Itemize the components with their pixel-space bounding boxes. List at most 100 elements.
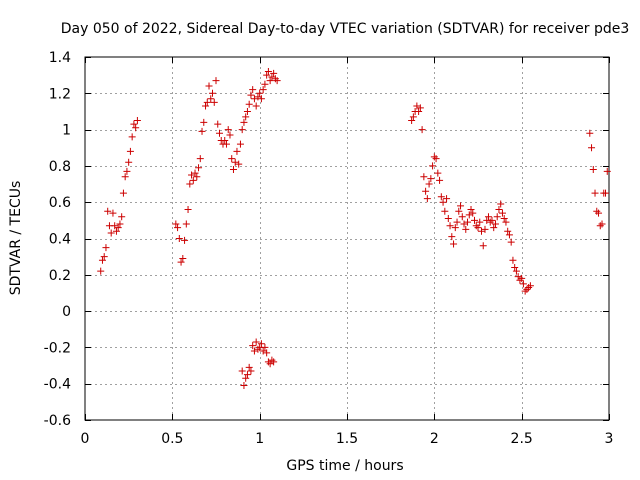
data-point	[509, 256, 517, 264]
y-tick-label: 0.2	[49, 268, 71, 284]
data-point	[175, 235, 183, 242]
data-point	[264, 68, 272, 76]
data-point	[434, 169, 442, 177]
data-point	[263, 349, 271, 357]
data-point	[236, 140, 244, 148]
data-point	[116, 220, 124, 228]
x-tick-label: 1	[255, 431, 264, 447]
data-point	[488, 216, 496, 224]
data-point	[477, 227, 485, 235]
data-point	[177, 258, 185, 266]
data-point	[603, 167, 611, 175]
data-point	[242, 113, 250, 121]
data-point	[128, 133, 136, 141]
data-point	[238, 126, 246, 134]
data-point	[418, 126, 426, 134]
x-tick-label: 1.5	[336, 431, 358, 447]
data-point	[179, 254, 187, 262]
data-point	[451, 224, 459, 232]
data-point	[450, 240, 458, 248]
data-point	[429, 162, 437, 170]
y-axis-label: SDTVAR / TECUs	[8, 181, 24, 296]
data-point	[240, 118, 248, 126]
data-point	[465, 211, 473, 219]
data-point	[202, 102, 210, 110]
axis-ticks	[85, 57, 610, 421]
data-point	[504, 227, 512, 235]
x-tick-label: 3	[605, 431, 614, 447]
data-point	[521, 287, 529, 295]
data-point	[250, 95, 258, 103]
data-point	[233, 147, 241, 155]
data-point	[413, 102, 421, 110]
data-point	[195, 164, 203, 172]
data-point	[495, 205, 503, 213]
data-point	[271, 75, 279, 83]
data-point	[240, 382, 248, 390]
data-point	[266, 77, 274, 85]
data-point	[427, 175, 435, 183]
data-point	[425, 180, 433, 188]
grid	[85, 57, 609, 420]
data-point	[123, 167, 131, 175]
data-point	[437, 193, 445, 201]
data-point	[588, 144, 596, 152]
y-tick-label: -0.6	[44, 413, 71, 429]
data-point	[257, 95, 265, 103]
data-point	[215, 129, 223, 137]
data-point	[126, 147, 134, 155]
data-point	[462, 225, 470, 233]
data-point	[109, 209, 117, 217]
data-point	[226, 131, 234, 139]
data-point	[121, 173, 129, 181]
y-tick-label: 1.4	[49, 50, 71, 66]
data-point	[436, 176, 444, 184]
data-point	[132, 124, 140, 132]
y-tick-label: 1	[62, 123, 71, 139]
y-tick-label: 1.2	[49, 86, 71, 102]
y-tick-label: 0	[62, 304, 71, 320]
data-point	[469, 209, 477, 217]
data-point	[511, 264, 519, 272]
y-tick-label: -0.2	[44, 340, 71, 356]
data-point	[268, 73, 276, 81]
x-tick-label: 2.5	[511, 431, 533, 447]
data-point	[104, 207, 112, 215]
data-point	[497, 200, 505, 208]
data-point	[458, 213, 466, 221]
data-point	[97, 267, 105, 275]
data-point	[498, 209, 506, 217]
data-point	[523, 285, 531, 293]
x-tick-label: 2	[430, 431, 439, 447]
data-point	[196, 155, 204, 163]
data-point	[238, 367, 246, 375]
data-point	[455, 207, 463, 215]
data-point	[514, 273, 522, 281]
y-tick-labels: -0.6 -0.4 -0.2 0 0.2 0.4 0.6 0.8 1 1.2 1.4	[44, 50, 71, 429]
data-point	[422, 187, 430, 195]
data-point	[268, 356, 276, 364]
data-point	[490, 224, 498, 232]
data-points	[97, 68, 611, 390]
data-point	[505, 231, 513, 239]
data-point	[467, 205, 475, 213]
data-point	[464, 218, 472, 226]
data-point	[222, 140, 230, 148]
data-point	[443, 195, 451, 203]
data-point	[484, 213, 492, 221]
data-point	[420, 173, 428, 181]
data-point	[235, 160, 243, 168]
data-point	[273, 77, 281, 85]
data-point	[250, 347, 258, 355]
data-point	[409, 113, 417, 121]
data-point	[214, 120, 222, 128]
data-point	[261, 343, 269, 351]
data-point	[231, 158, 239, 166]
y-tick-label: 0.4	[49, 232, 71, 248]
x-tick-labels: 0 0.5 1 1.5 2 2.5 3	[81, 431, 614, 447]
data-point	[432, 155, 440, 163]
data-point	[247, 91, 255, 99]
data-point	[493, 213, 501, 221]
data-point	[252, 102, 260, 110]
